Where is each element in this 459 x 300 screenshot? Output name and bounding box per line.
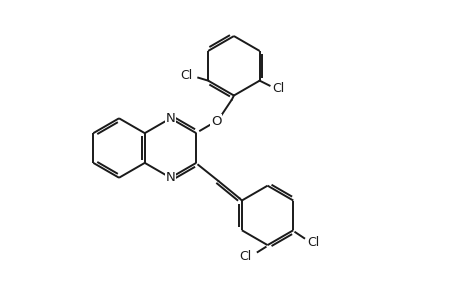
Text: N: N (165, 171, 175, 184)
Text: N: N (165, 112, 175, 125)
Text: Cl: Cl (180, 69, 192, 82)
Text: Cl: Cl (239, 250, 252, 263)
Text: Cl: Cl (306, 236, 319, 249)
Text: O: O (210, 115, 221, 128)
Text: Cl: Cl (272, 82, 284, 95)
